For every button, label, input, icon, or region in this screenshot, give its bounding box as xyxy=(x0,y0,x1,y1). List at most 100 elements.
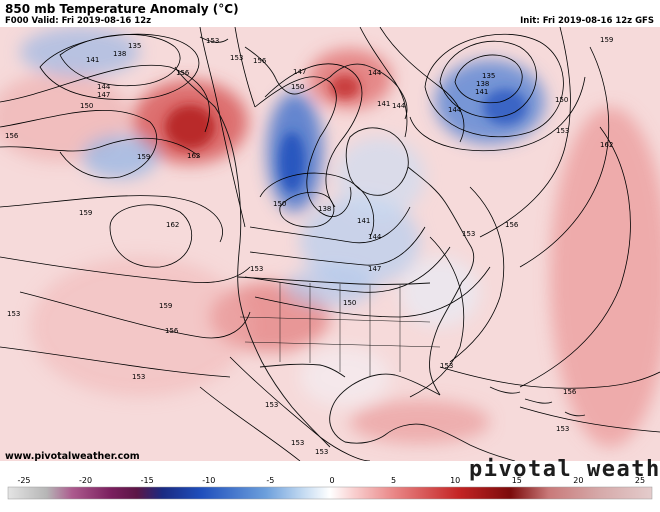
contour-label: 153 xyxy=(291,439,304,447)
colorbar-tick-label: 0 xyxy=(329,476,334,485)
contour-label: 156 xyxy=(165,327,179,335)
contour-label: 144 xyxy=(97,83,111,91)
gulf-coastline xyxy=(329,373,441,443)
contour-line xyxy=(0,137,201,158)
contour-line xyxy=(264,63,363,208)
contour-label: 150 xyxy=(343,299,356,307)
contour-line xyxy=(519,406,660,433)
contour-label: 159 xyxy=(159,302,172,310)
contour-label: 153 xyxy=(230,54,243,62)
us-canada-border xyxy=(237,276,431,285)
caribbean-islands xyxy=(489,386,586,417)
contour-label: 153 xyxy=(206,37,219,45)
contour-label: 135 xyxy=(482,72,495,80)
caribbean-coastline xyxy=(344,423,516,461)
contour-label: 150 xyxy=(291,83,304,91)
contour-label: 138 xyxy=(318,205,331,213)
state-borders xyxy=(239,316,441,348)
contour-label: 156 xyxy=(5,132,19,140)
contour-line xyxy=(109,204,193,268)
cool-anomaly-central-us xyxy=(285,267,375,307)
contour-label: 150 xyxy=(273,200,286,208)
temperature-anomaly-map[interactable]: 135 138 141 144 147 150 156 159 162 156 159 162 159 1… xyxy=(0,27,660,461)
contour-line xyxy=(249,206,411,244)
colorbar-tick-label: -25 xyxy=(17,476,30,485)
contour-line xyxy=(279,192,335,228)
colorbar-tick-label: -10 xyxy=(202,476,215,485)
website-url[interactable]: www.pivotalweather.com xyxy=(5,451,140,462)
contour-label: 153 xyxy=(315,448,328,456)
contour-line xyxy=(19,291,251,339)
contour-line xyxy=(39,33,200,100)
contour-label: 147 xyxy=(293,68,306,76)
cool-anomaly-hudson-bay xyxy=(335,137,425,217)
contour-line xyxy=(454,54,523,104)
contour-line xyxy=(199,27,246,228)
colorbar-tick-label: 20 xyxy=(573,476,583,485)
us-mexico-border xyxy=(259,363,346,378)
contour-line xyxy=(424,33,564,138)
alaska-coastline xyxy=(199,36,229,43)
state-borders xyxy=(279,282,401,377)
contour-line xyxy=(244,246,451,293)
arctic-islands-coastline xyxy=(329,63,408,120)
contour-line xyxy=(379,27,465,143)
coastlines-and-borders xyxy=(174,36,586,461)
labrador-coastline xyxy=(407,166,475,283)
contour-label: 141 xyxy=(475,88,488,96)
contour-label: 153 xyxy=(556,127,569,135)
contour-line xyxy=(259,172,374,238)
contour-line xyxy=(254,76,352,218)
contour-line xyxy=(234,27,256,108)
contour-label: 150 xyxy=(555,96,568,104)
contour-line xyxy=(199,386,301,461)
colorbar-tick-label: -5 xyxy=(266,476,274,485)
neutral-anomaly-east-us xyxy=(400,257,480,327)
contour-line xyxy=(409,76,586,152)
contour-line xyxy=(439,366,660,389)
contour-label: 141 xyxy=(86,56,99,64)
contour-label: 153 xyxy=(265,401,278,409)
contour-line xyxy=(449,186,505,363)
arctic-coastline xyxy=(244,46,331,95)
pivotal-weather-logo: pivotal weather xyxy=(469,457,660,482)
valid-time-line: F000 Valid: Fri 2019-08-16 12z xyxy=(5,16,152,26)
colorbar-tick-label: 15 xyxy=(512,476,522,485)
contour-label: 156 xyxy=(563,388,577,396)
colorbar-tick-label: 10 xyxy=(450,476,460,485)
contour-line xyxy=(249,226,426,266)
anomaly-shading xyxy=(0,27,660,447)
contour-label: 150 xyxy=(80,102,93,110)
contour-label: 144 xyxy=(448,106,462,114)
cool-anomaly-bering xyxy=(20,27,140,77)
contour-line xyxy=(359,27,408,138)
contour-label: 153 xyxy=(440,362,453,370)
contour-label: 156 xyxy=(176,69,190,77)
warm-anomaly-east-pacific xyxy=(30,257,250,397)
cool-core-central-canada xyxy=(279,132,305,192)
contour-label: 162 xyxy=(600,141,613,149)
hudson-bay-coastline xyxy=(345,127,409,196)
contour-line xyxy=(0,346,231,378)
contour-line xyxy=(479,27,571,238)
cool-core-greenland xyxy=(483,89,527,125)
map-title: 850 mb Temperature Anomaly (°C) xyxy=(5,2,239,16)
contour-line xyxy=(409,236,465,398)
warm-core-gulf-of-alaska xyxy=(165,105,215,149)
contour-line xyxy=(519,126,631,388)
colorbar: -25 -20 -15 -10 -5 0 5 10 15 20 25 xyxy=(4,474,656,508)
contour-label: 162 xyxy=(187,152,200,160)
colorbar-canvas: -25 -20 -15 -10 -5 0 5 10 15 20 25 xyxy=(7,476,653,500)
colorbar-tick-label: 5 xyxy=(391,476,396,485)
contour-label: 159 xyxy=(600,36,613,44)
contour-label: 144 xyxy=(368,233,382,241)
warm-anomaly-atlantic xyxy=(550,107,660,447)
contour-label: 156 xyxy=(253,57,267,65)
east-coastline xyxy=(429,281,463,396)
contour-label: 153 xyxy=(462,230,475,238)
contour-line xyxy=(439,40,537,118)
warm-anomaly-caribbean xyxy=(350,400,490,444)
contour-label: 135 xyxy=(128,42,141,50)
